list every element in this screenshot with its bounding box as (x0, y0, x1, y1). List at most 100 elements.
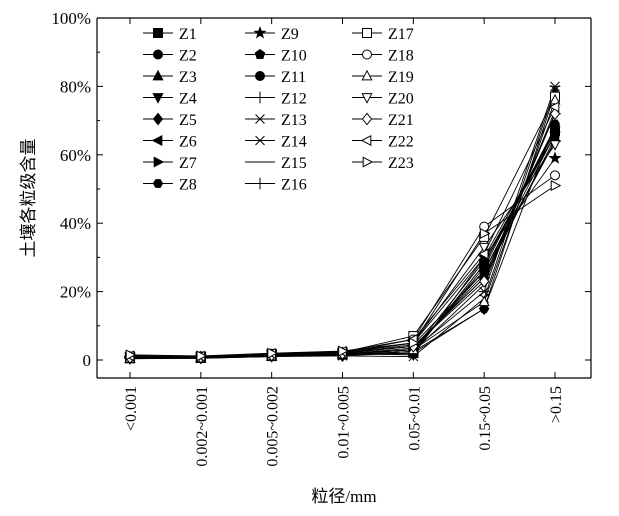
legend-label: Z22 (388, 134, 414, 151)
legend: Z1 Z2 Z3 Z4 Z5 Z6 Z7 Z8 Z9 Z10 Z11 Z12 Z13 Z14 Z15 Z16 Z… (143, 26, 414, 194)
legend-label: Z10 (281, 48, 307, 65)
y-tick-label: 20% (60, 283, 91, 302)
legend-item-z13: Z13 (245, 112, 307, 129)
legend-marker-z16 (254, 177, 266, 190)
data-point-z21 (479, 274, 490, 288)
legend-item-z9: Z9 (245, 26, 299, 43)
legend-label: Z2 (179, 48, 197, 65)
series-line-z7 (129, 140, 556, 359)
data-point-z18 (550, 170, 560, 181)
legend-item-z21: Z21 (352, 112, 414, 129)
data-point-z23 (267, 347, 278, 359)
series-line-z13 (129, 89, 556, 360)
series-markers (123, 81, 562, 365)
data-point-z23 (550, 180, 562, 192)
data-point-z23 (338, 345, 349, 357)
data-point-z11 (550, 122, 560, 133)
x-tick-label: 0.002~0.001 (194, 386, 211, 467)
x-tick-label: 0.15~0.05 (477, 386, 494, 451)
data-point-z23 (125, 349, 137, 361)
y-tick-label: 40% (60, 214, 91, 233)
y-tick-label: 60% (60, 146, 91, 165)
x-axis-title: 粒径/mm (311, 487, 376, 506)
legend-marker-z14 (254, 135, 266, 146)
data-point-z14 (478, 286, 490, 297)
y-axis-title: 土壤各粒级含量 (18, 139, 38, 258)
legend-label: Z12 (281, 91, 307, 108)
x-tick-label: >0.15 (548, 386, 565, 423)
legend-item-z2: Z2 (143, 48, 197, 65)
data-point-z22 (548, 101, 560, 113)
x-tick-label: 0.01~0.005 (336, 386, 353, 459)
legend-item-z12: Z12 (245, 91, 307, 108)
legend-item-z18: Z18 (352, 48, 414, 65)
legend-label: Z6 (179, 134, 197, 151)
legend-marker-z13 (255, 114, 265, 124)
x-tick-label: <0.001 (123, 386, 140, 431)
legend-marker-z1 (153, 28, 163, 38)
legend-item-z4: Z4 (143, 91, 197, 108)
legend-marker-z6 (151, 134, 163, 147)
legend-item-z7: Z7 (143, 155, 197, 172)
legend-marker-z2 (153, 49, 163, 60)
legend-label: Z11 (281, 69, 306, 86)
legend-item-z6: Z6 (143, 134, 197, 151)
data-point-z22 (477, 248, 489, 260)
legend-item-z23: Z23 (352, 155, 414, 172)
legend-item-z20: Z20 (352, 91, 414, 108)
data-point-z14 (549, 81, 561, 92)
legend-item-z3: Z3 (143, 69, 197, 86)
legend-marker-z3 (152, 69, 164, 81)
legend-marker-z7 (153, 156, 165, 168)
legend-label: Z13 (281, 112, 307, 129)
legend-marker-z22 (360, 134, 372, 147)
x-tick-label: 0.05~0.01 (406, 386, 423, 451)
legend-label: Z15 (281, 155, 307, 172)
y-ticks: 0 20% 40% 60% 80% 100% (51, 9, 591, 370)
legend-label: Z4 (179, 91, 197, 108)
legend-marker-z8 (152, 179, 164, 188)
data-point-z20 (478, 242, 490, 254)
legend-item-z10: Z10 (245, 48, 307, 65)
legend-item-z11: Z11 (245, 69, 306, 86)
data-point-z23 (196, 350, 208, 362)
legend-marker-z18 (362, 49, 372, 60)
axes (96, 17, 592, 379)
data-point-z23 (479, 227, 491, 240)
legend-marker-z11 (255, 71, 265, 81)
y-tick-label: 100% (51, 9, 91, 28)
legend-label: Z20 (388, 91, 414, 108)
legend-label: Z14 (281, 134, 307, 151)
legend-marker-z5 (152, 112, 164, 126)
data-point-z9 (548, 151, 562, 164)
legend-label: Z21 (388, 112, 414, 129)
legend-label: Z5 (179, 112, 197, 129)
data-point-z23 (409, 337, 420, 349)
legend-item-z19: Z19 (352, 69, 414, 86)
legend-label: Z18 (388, 48, 414, 65)
legend-label: Z17 (388, 26, 414, 43)
legend-item-z1: Z1 (143, 26, 197, 43)
legend-marker-z4 (152, 93, 164, 104)
legend-item-z5: Z5 (143, 112, 197, 129)
y-tick-label: 80% (60, 77, 91, 96)
legend-item-z8: Z8 (143, 177, 197, 194)
y-tick-label: 0 (83, 351, 92, 370)
legend-marker-z9 (253, 26, 267, 39)
legend-marker-z23 (362, 156, 374, 168)
legend-label: Z23 (388, 155, 414, 172)
legend-marker-z17 (362, 28, 372, 38)
x-ticks: <0.001 0.002~0.001 0.005~0.002 0.01~0.005 0.… (123, 18, 565, 467)
legend-label: Z19 (388, 69, 414, 86)
legend-marker-z12 (254, 91, 266, 104)
legend-item-z15: Z15 (245, 155, 307, 172)
data-point-z19 (478, 295, 490, 307)
legend-marker-z19 (361, 69, 373, 81)
legend-marker-z20 (361, 93, 373, 104)
legend-label: Z8 (179, 177, 197, 194)
legend-label: Z3 (179, 69, 197, 86)
legend-item-z16: Z16 (245, 177, 307, 194)
x-tick-label: 0.005~0.002 (265, 386, 282, 467)
legend-item-z14: Z14 (245, 134, 307, 151)
legend-label: Z16 (281, 177, 307, 194)
